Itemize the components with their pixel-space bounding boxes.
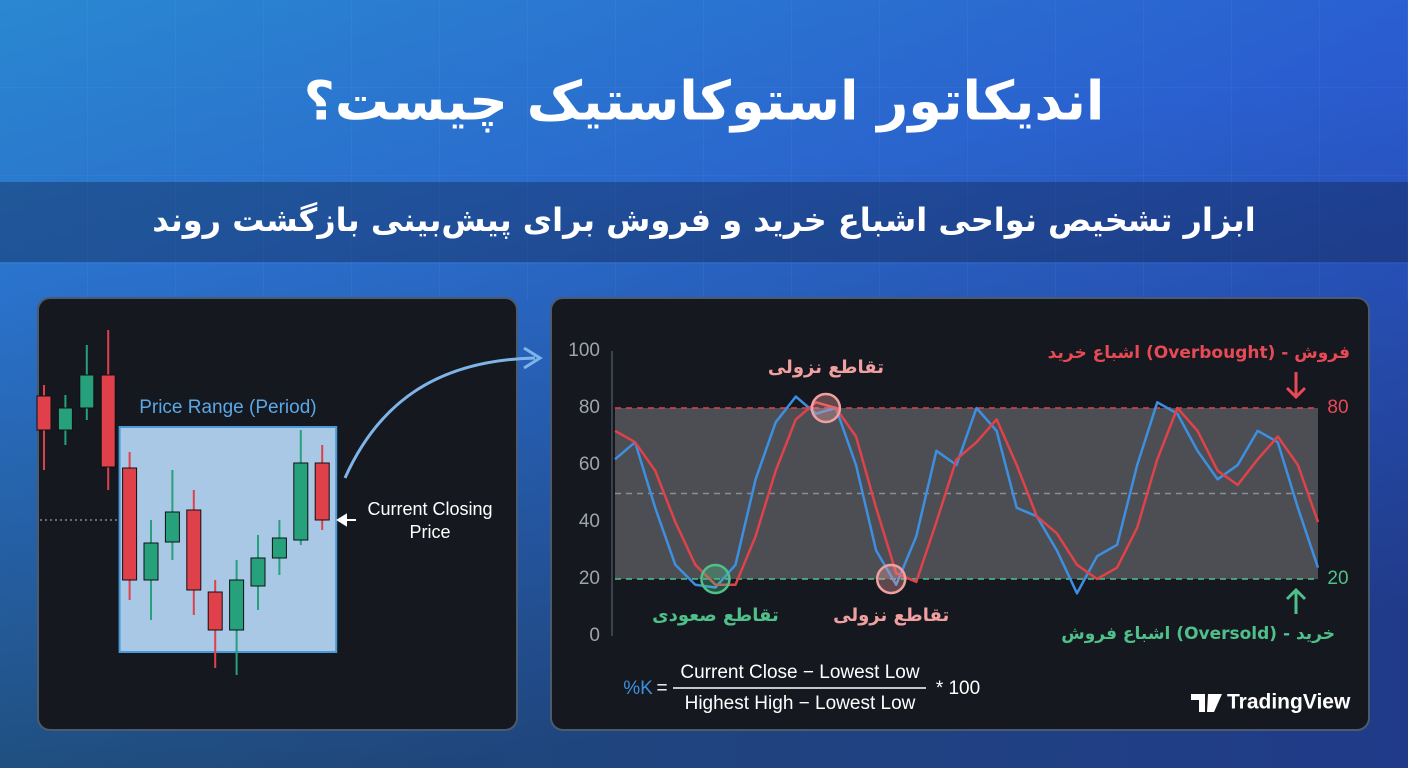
oversold-label: اشباع فروش (Oversold) - خرید	[1061, 624, 1335, 644]
y-tick-label: 60	[579, 454, 600, 475]
stochastic-line	[614, 401, 1320, 586]
y-tick-label: 80	[579, 397, 600, 418]
subtitle: ابزار تشخیص نواحی اشباع خرید و فروش برای…	[152, 201, 1256, 239]
candle-body	[143, 542, 159, 581]
oversold-value: 20	[1327, 568, 1348, 589]
candle-body	[314, 462, 330, 521]
close-pointer	[336, 513, 356, 527]
formula-numerator: Current Close − Lowest Low	[680, 662, 919, 683]
y-tick-label: 20	[579, 568, 600, 589]
price-range-label: Price Range (Period)	[139, 397, 316, 418]
crossover-label: تقاطع نزولی	[768, 357, 884, 378]
candle-body	[79, 374, 95, 409]
candle-body	[271, 537, 287, 559]
overbought-arrow	[1285, 372, 1307, 400]
brand-logo	[1191, 694, 1222, 712]
formula-denominator: Highest High − Lowest Low	[685, 693, 916, 714]
y-tick-label: 40	[579, 511, 600, 532]
close-label-box: Current Closing Price	[367, 499, 493, 542]
crossover-marker	[810, 392, 842, 424]
candle-body	[164, 511, 180, 543]
y-tick-label: 0	[589, 625, 600, 646]
title: اندیکاتور استوکاستیک چیست؟	[304, 70, 1105, 133]
oversold-arrow	[1285, 587, 1307, 614]
y-tick-label: 100	[568, 340, 600, 361]
candle-body	[57, 407, 73, 431]
link-arrow-head	[523, 346, 543, 370]
candlestick-chart: Price Range (Period) Current Closing Pric…	[36, 330, 493, 675]
subtitle-band	[0, 182, 1408, 262]
formula-eq: =	[656, 678, 667, 699]
overbought-value: 80	[1327, 397, 1348, 418]
crossover-marker	[875, 563, 907, 595]
candle-body	[186, 509, 202, 591]
candle-body	[207, 591, 223, 631]
formula-lhs: %K	[623, 678, 653, 699]
formula-factor: * 100	[936, 678, 980, 699]
candle-body	[250, 557, 266, 587]
candle-body	[36, 395, 52, 431]
link-arrow	[343, 356, 536, 479]
candle-body	[122, 467, 138, 581]
candle-body	[100, 374, 116, 468]
candle-body	[229, 579, 245, 631]
background-grid	[0, 0, 1408, 300]
close-label: Current Closing Price	[367, 499, 493, 542]
crossover-label: تقاطع صعودی	[652, 605, 779, 626]
brand-name: TradingView	[1227, 691, 1351, 714]
crossover-label: تقاطع نزولی	[833, 605, 949, 626]
stochastic-chart: 0 20 40 60 80 100 80 20 اشباع خرید (Overbought) …	[568, 340, 1351, 714]
crossover-marker	[700, 563, 731, 595]
candle-body	[293, 462, 309, 541]
overbought-label: اشباع خرید (Overbought) - فروش	[1048, 343, 1350, 363]
stochastic-line	[614, 395, 1320, 595]
